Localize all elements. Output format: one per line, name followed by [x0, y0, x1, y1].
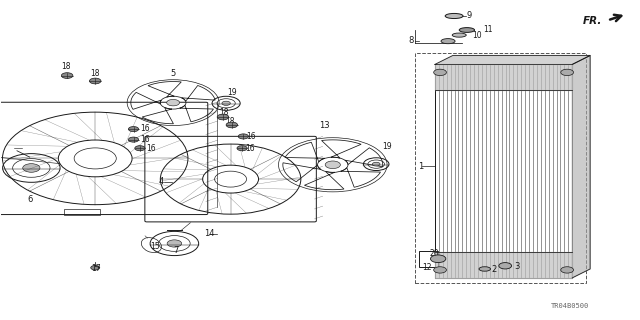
Ellipse shape [452, 33, 467, 37]
Ellipse shape [441, 39, 455, 44]
Text: 2: 2 [491, 265, 497, 275]
Text: 18: 18 [90, 69, 100, 78]
Circle shape [23, 164, 40, 172]
Circle shape [434, 69, 447, 76]
Text: 18: 18 [219, 108, 228, 117]
Text: TR04B0500: TR04B0500 [551, 303, 589, 309]
Circle shape [226, 122, 237, 128]
Text: 18: 18 [225, 116, 235, 126]
Text: FR.: FR. [583, 16, 602, 27]
Text: 14: 14 [204, 229, 214, 238]
Circle shape [91, 266, 100, 270]
Text: 13: 13 [319, 121, 330, 130]
Bar [415, 53, 586, 283]
Circle shape [561, 267, 573, 273]
Circle shape [167, 240, 182, 247]
Ellipse shape [479, 267, 490, 271]
Circle shape [217, 114, 228, 120]
Text: 6: 6 [28, 195, 33, 204]
Text: 4: 4 [159, 177, 164, 186]
Circle shape [129, 126, 139, 132]
Circle shape [129, 137, 139, 142]
Text: 20: 20 [430, 249, 440, 258]
Circle shape [325, 161, 340, 169]
Circle shape [434, 267, 447, 273]
Text: 16: 16 [246, 132, 256, 141]
Bar [63, 209, 100, 215]
Text: 7: 7 [173, 246, 179, 255]
Text: 19: 19 [383, 142, 392, 151]
Text: 9: 9 [467, 11, 472, 20]
Ellipse shape [445, 13, 463, 19]
Circle shape [238, 134, 248, 139]
Text: 12: 12 [422, 263, 431, 272]
Polygon shape [435, 55, 590, 64]
Text: 5: 5 [171, 69, 176, 78]
Text: 19: 19 [227, 88, 237, 97]
Circle shape [499, 263, 511, 269]
Text: 8: 8 [408, 36, 413, 45]
Polygon shape [572, 55, 590, 278]
Circle shape [166, 100, 180, 106]
Text: 16: 16 [245, 144, 255, 153]
Circle shape [561, 69, 573, 76]
Text: 15: 15 [150, 242, 160, 251]
Circle shape [237, 146, 247, 151]
Text: 1: 1 [419, 162, 424, 171]
Circle shape [61, 73, 73, 78]
Circle shape [90, 78, 101, 84]
Text: 16: 16 [147, 144, 156, 153]
Circle shape [222, 101, 230, 105]
Text: 11: 11 [483, 25, 493, 34]
Text: 3: 3 [514, 262, 520, 271]
Text: 17: 17 [92, 264, 101, 274]
Text: 16: 16 [140, 135, 150, 144]
Circle shape [135, 146, 145, 151]
Text: 10: 10 [472, 31, 482, 40]
Text: 16: 16 [140, 124, 150, 132]
Text: 18: 18 [61, 62, 71, 71]
Circle shape [372, 162, 380, 166]
Circle shape [431, 255, 446, 263]
Ellipse shape [460, 28, 474, 32]
Bar [419, 252, 438, 267]
